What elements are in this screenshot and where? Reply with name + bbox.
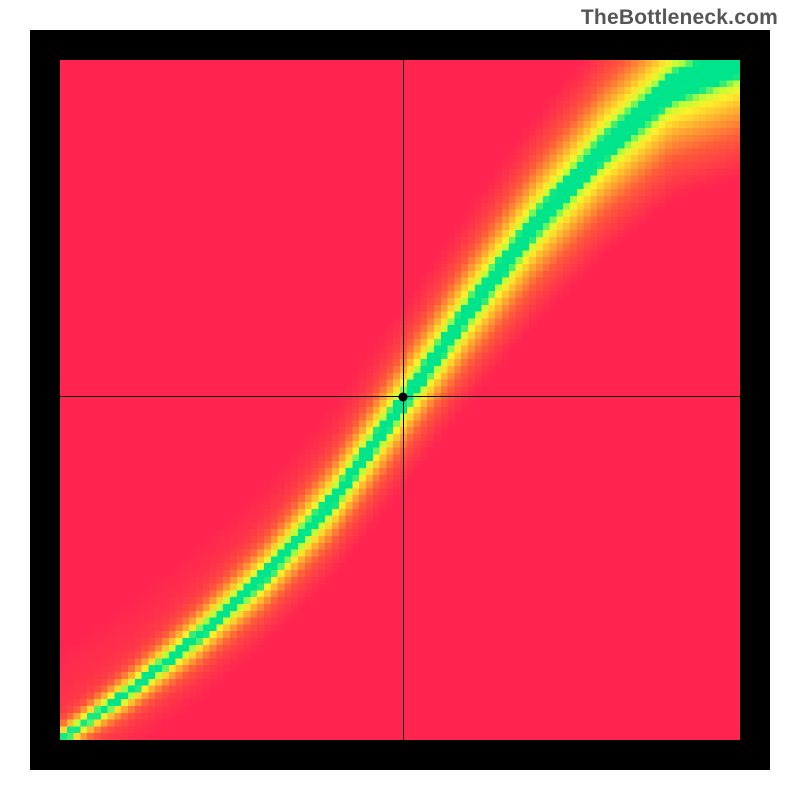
chart-frame: [30, 30, 770, 770]
chart-container: TheBottleneck.com: [0, 0, 800, 800]
selection-marker: [399, 392, 408, 401]
watermark-text: TheBottleneck.com: [581, 6, 778, 30]
